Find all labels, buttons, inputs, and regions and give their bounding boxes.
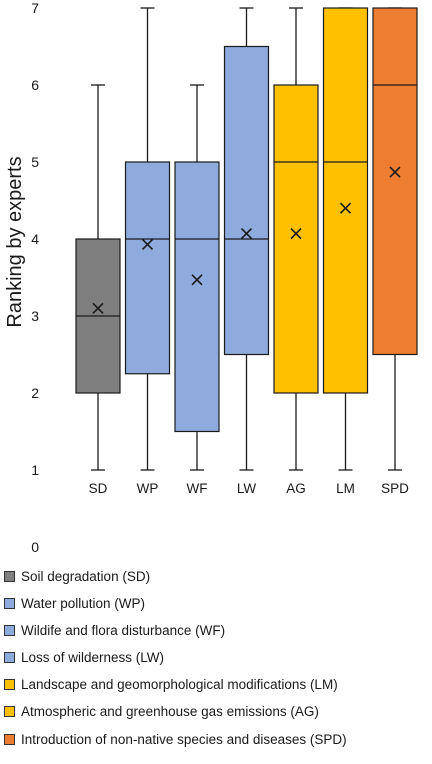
y-tick-label: 5 xyxy=(31,154,39,170)
box-plot-chart: Ranking by experts 0 1 2 3 4 5 6 7 SD WP WF LW AG LM S… xyxy=(4,0,418,555)
box-lw xyxy=(223,45,270,356)
y-axis-label: Ranking by experts xyxy=(4,156,26,327)
legend-item: Soil degradation (SD) xyxy=(4,566,150,586)
box-ag xyxy=(273,84,319,394)
y-tick-label: 1 xyxy=(31,462,39,478)
legend-item: Introduction of non-native species and d… xyxy=(4,729,347,749)
legend-swatch xyxy=(4,570,15,582)
legend-swatch xyxy=(4,705,15,717)
legend-label: Introduction of non-native species and d… xyxy=(21,731,347,747)
mean-marker xyxy=(240,228,253,240)
legend-label: Landscape and geomorphological modificat… xyxy=(21,676,338,692)
legend-label: Wildife and flora disturbance (WF) xyxy=(21,622,226,638)
legend-swatch xyxy=(4,678,15,690)
legend-item: Wildife and flora disturbance (WF) xyxy=(4,620,225,640)
mean-marker xyxy=(389,166,401,178)
y-tick-label: 3 xyxy=(31,308,39,324)
box-spd xyxy=(372,7,418,356)
mean-marker xyxy=(92,302,104,314)
y-tick-label: 2 xyxy=(31,385,39,401)
y-tick-label: 4 xyxy=(31,231,39,247)
mean-marker xyxy=(141,238,154,250)
box-wf xyxy=(174,161,220,433)
legend-item: Loss of wilderness (LW) xyxy=(4,647,164,667)
y-tick-label: 7 xyxy=(31,0,39,16)
x-tick-label: SD xyxy=(89,481,108,496)
x-tick-label: SPD xyxy=(381,481,409,496)
x-tick-label: WF xyxy=(187,481,208,496)
mean-marker xyxy=(290,228,302,240)
legend-swatch xyxy=(4,733,15,745)
legend-item: Water pollution (WP) xyxy=(4,593,145,613)
legend-label: Atmospheric and greenhouse gas emissions… xyxy=(21,703,319,719)
legend-swatch xyxy=(4,624,15,636)
legend-item: Atmospheric and greenhouse gas emissions… xyxy=(4,701,319,721)
legend-label: Soil degradation (SD) xyxy=(21,568,151,584)
legend-swatch xyxy=(4,651,15,663)
box-lm xyxy=(322,7,369,394)
legend-label: Loss of wilderness (LW) xyxy=(21,649,165,665)
mean-marker xyxy=(191,274,203,286)
x-tick-label: LM xyxy=(336,481,355,496)
y-tick-label: 0 xyxy=(31,539,39,555)
legend-swatch xyxy=(4,597,15,609)
x-tick-label: LW xyxy=(237,481,257,496)
y-tick-label: 6 xyxy=(31,77,39,93)
box-wp xyxy=(124,161,171,375)
mean-marker xyxy=(339,202,352,214)
x-tick-label: AG xyxy=(286,481,306,496)
x-tick-label: WP xyxy=(137,481,159,496)
legend-label: Water pollution (WP) xyxy=(21,595,146,611)
legend-item: Landscape and geomorphological modificat… xyxy=(4,674,338,694)
